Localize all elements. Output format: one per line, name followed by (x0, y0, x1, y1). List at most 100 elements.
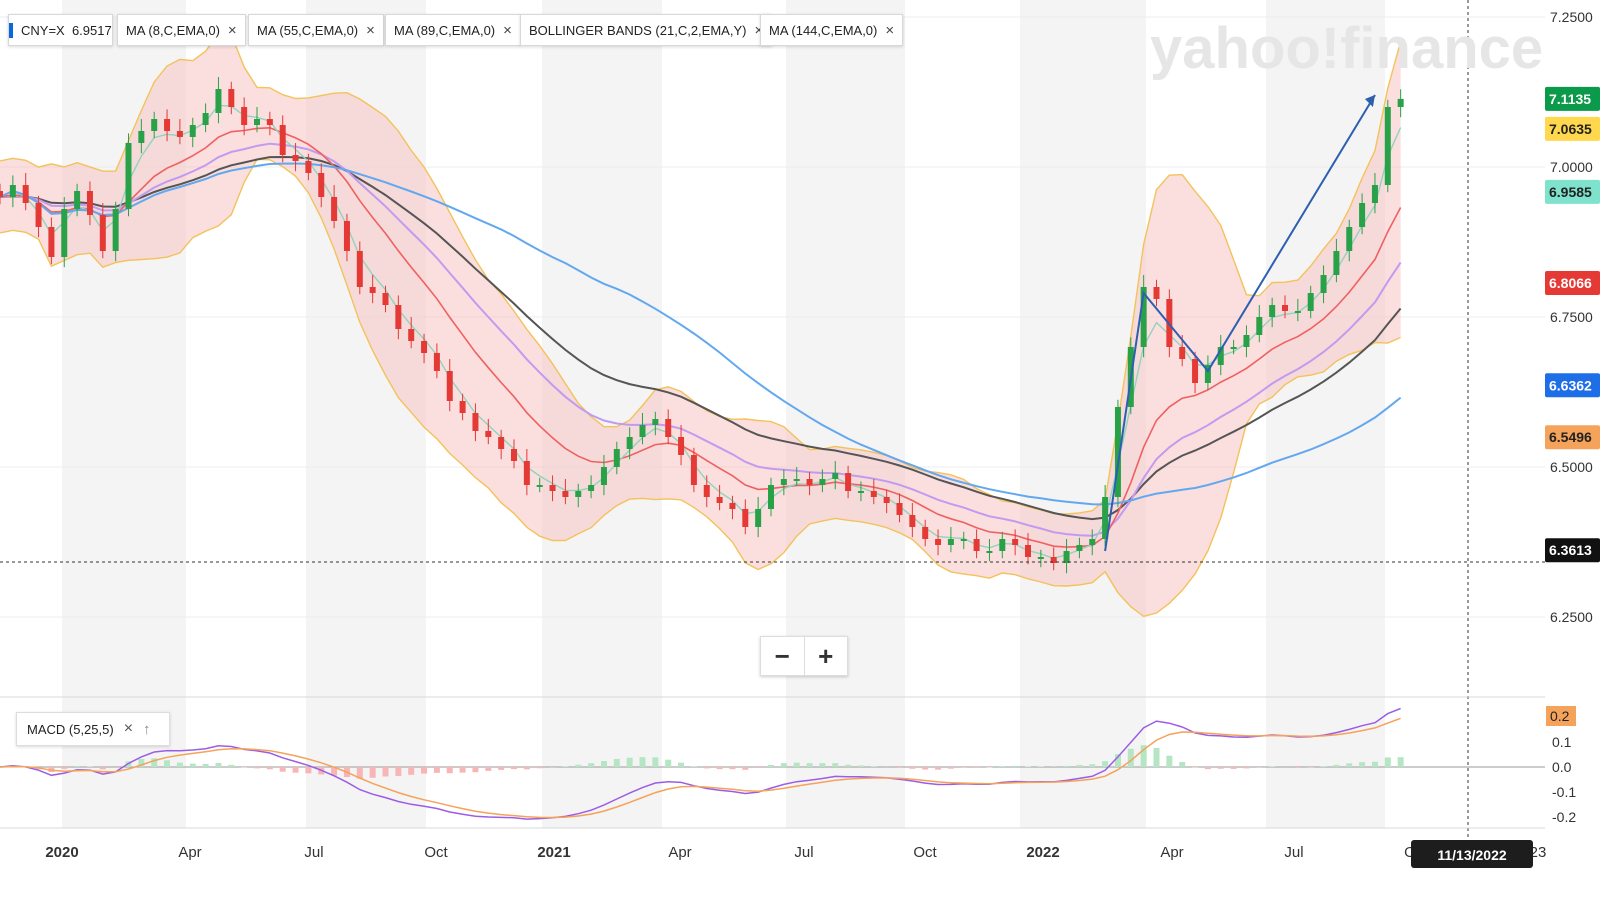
candle (909, 503, 916, 538)
macd-histogram-bar (716, 767, 723, 770)
candle (780, 469, 787, 496)
candle (74, 183, 81, 217)
macd-histogram-bar (857, 765, 864, 767)
candle (189, 117, 196, 148)
candle (626, 427, 633, 460)
candle (9, 175, 16, 208)
indicator-tag-ma89[interactable]: MA (89,C,EMA,0) × (385, 14, 521, 46)
candle (935, 529, 942, 556)
time-tick-label: 23 (1530, 844, 1547, 861)
candle (819, 469, 826, 493)
candle (112, 201, 119, 262)
time-tick-label: Oct (913, 844, 937, 861)
candle (1204, 355, 1211, 391)
time-axis-ticks: 2020 Apr Jul Oct 2021 Apr Jul Oct 2022 Apr Jul O 23 (45, 844, 1546, 861)
macd-histogram-bar (742, 767, 749, 770)
candle (1282, 295, 1288, 319)
macd-histogram-bar (485, 767, 492, 771)
time-tick-label: Jul (794, 844, 813, 861)
move-up-icon[interactable]: ↑ (143, 720, 151, 738)
close-icon[interactable]: × (754, 21, 764, 39)
candle (806, 471, 813, 496)
close-icon[interactable]: × (366, 21, 375, 39)
candle (1140, 275, 1147, 358)
candle (266, 111, 273, 136)
candle (459, 393, 466, 421)
time-tick-label: O (1404, 844, 1416, 861)
candle (703, 475, 710, 508)
indicator-tag-bollinger[interactable]: BOLLINGER BANDS (21,C,2,EMA,Y) × (520, 14, 773, 46)
macd-histogram-bar (1217, 767, 1224, 769)
indicator-tag-ma8[interactable]: MA (8,C,EMA,0) × (117, 14, 246, 46)
time-tick-label: Jul (304, 844, 323, 861)
close-icon[interactable]: × (503, 21, 512, 39)
symbol-tag[interactable]: CNY=X 6.9517 (8, 14, 113, 46)
macd-histogram-bar (305, 767, 312, 774)
price-label: 6.8066 (1545, 271, 1600, 296)
price-tick-label: 7.2500 (1550, 9, 1593, 25)
candle (343, 213, 350, 262)
zoom-in-button[interactable]: + (818, 640, 834, 671)
macd-histogram-bar (472, 767, 479, 773)
macd-histogram-bar (138, 758, 145, 767)
candle (1012, 529, 1019, 556)
close-icon[interactable]: × (227, 21, 237, 39)
price-labels: 7.1135 7.0635 6.9585 6.8066 6.6362 6.5496 6.36… (1545, 86, 1600, 563)
candle (292, 143, 299, 172)
candle (1076, 537, 1083, 559)
zoom-out-button[interactable]: − (761, 637, 805, 675)
candle (960, 531, 967, 550)
macd-histogram-bar (1102, 761, 1109, 767)
macd-histogram-bar (1192, 767, 1199, 768)
candle (1384, 99, 1391, 193)
candle (1243, 325, 1250, 358)
macd-histogram-bar (870, 766, 877, 767)
candle (369, 275, 376, 304)
indicator-tag-ma144[interactable]: MA (144,C,EMA,0) × (760, 14, 904, 46)
indicator-label: MA (8,C,EMA,0) (126, 22, 220, 38)
trend-arrows (1104, 94, 1376, 552)
macd-tick-label: -0.1 (1552, 784, 1576, 800)
indicator-tag-ma55[interactable]: MA (55,C,EMA,0) × (248, 14, 384, 46)
macd-histogram-bar (562, 766, 569, 767)
close-icon[interactable]: × (123, 720, 134, 737)
macd-histogram-bar (331, 767, 338, 776)
bollinger-band-fill (0, 33, 1401, 617)
candle (947, 527, 954, 553)
price-label-text: 6.8066 (1549, 275, 1592, 291)
candle (1089, 529, 1096, 556)
candle (382, 285, 389, 313)
macd-histogram-bar (1346, 763, 1353, 767)
candle (408, 317, 415, 349)
candle (472, 403, 479, 442)
indicator-label: BOLLINGER BANDS (21,C,2,EMA,Y) (529, 22, 747, 38)
close-icon[interactable]: × (885, 21, 895, 39)
candle (1256, 305, 1263, 343)
price-label-text: 6.3613 (1549, 542, 1592, 558)
macd-histogram-bar (935, 767, 942, 770)
candle (485, 419, 492, 445)
price-tick-label: 6.2500 (1550, 609, 1593, 625)
macd-tag[interactable]: MACD (5,25,5) × ↑ (16, 712, 170, 746)
indicator-label: MA (55,C,EMA,0) (257, 22, 359, 38)
macd-histogram-bar (780, 763, 787, 767)
candle (318, 163, 325, 208)
macd-histogram-bar (832, 763, 839, 767)
candle (1397, 89, 1404, 118)
candle (421, 333, 428, 364)
candle (832, 461, 839, 490)
macd-line (0, 707, 1401, 820)
candle (305, 153, 312, 181)
candle (241, 97, 248, 136)
trend-arrow (1104, 94, 1376, 552)
zoom-control: − + (760, 636, 848, 676)
cursor-date-box: 11/13/2022 (1411, 840, 1533, 868)
macd-histogram-bar (395, 767, 402, 776)
candle (254, 107, 260, 133)
macd-histogram-bar (768, 764, 774, 767)
symbol-price: 6.9517 (71, 22, 112, 38)
candle (857, 481, 864, 502)
macd-histogram-bar (1063, 765, 1070, 767)
candle (356, 241, 363, 295)
